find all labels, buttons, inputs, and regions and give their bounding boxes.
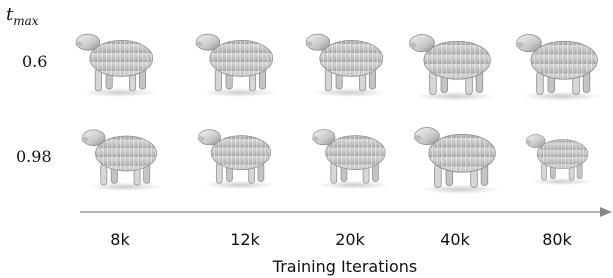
figure: tmax 0.6 0.98 8k 12k 20k 40k 80k Trainin…: [0, 0, 613, 278]
row-label: 0.98: [16, 147, 52, 166]
axis-label: Training Iterations: [272, 257, 417, 276]
sheep-render: [195, 34, 277, 97]
sheep-render: [198, 130, 275, 190]
column-label: 40k: [440, 230, 470, 249]
sheep-render: [526, 135, 592, 186]
page: {"row_header": {"symbol": "t", "subscrip…: [0, 0, 613, 278]
row-header: tmax: [6, 4, 39, 28]
sheep-render: [409, 35, 495, 102]
row-label: 0.6: [22, 52, 47, 71]
sheep-render: [312, 130, 389, 190]
sheep-render: [414, 128, 500, 195]
column-label: 12k: [230, 230, 260, 249]
sheep-render: [82, 130, 162, 191]
sheep-render: [516, 35, 602, 102]
column-label: 8k: [110, 230, 130, 249]
sheep-render: [75, 34, 157, 97]
arrow-head: [600, 207, 612, 217]
column-label: 20k: [335, 230, 365, 249]
subscript: max: [13, 14, 39, 28]
column-label: 80k: [542, 230, 572, 249]
sheep-render: [305, 34, 387, 97]
